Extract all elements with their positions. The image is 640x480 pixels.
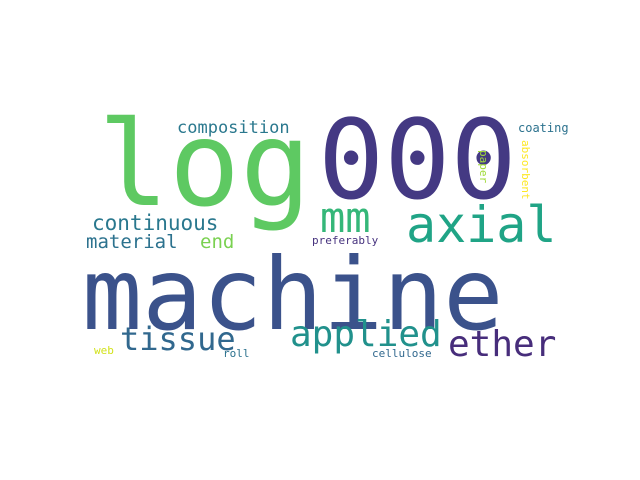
word-composition: composition [177, 120, 290, 137]
word-absorbent: absorbent [520, 140, 531, 200]
word-ether: ether [448, 327, 556, 363]
word-preferably: preferably [312, 235, 378, 246]
word-roll: roll [223, 348, 250, 359]
word-end: end [200, 233, 234, 252]
word-cellulose: cellulose [372, 348, 432, 359]
word-coating: coating [518, 122, 569, 134]
word-material: material [86, 233, 178, 252]
word-paper: paper [478, 150, 489, 183]
word-axial: axial [406, 200, 557, 250]
word-tissue: tissue [120, 323, 236, 355]
word-cloud: machine log 000 axial mm applied ether t… [80, 105, 560, 375]
word-mm: mm [320, 197, 371, 239]
word-web: web [94, 345, 114, 356]
